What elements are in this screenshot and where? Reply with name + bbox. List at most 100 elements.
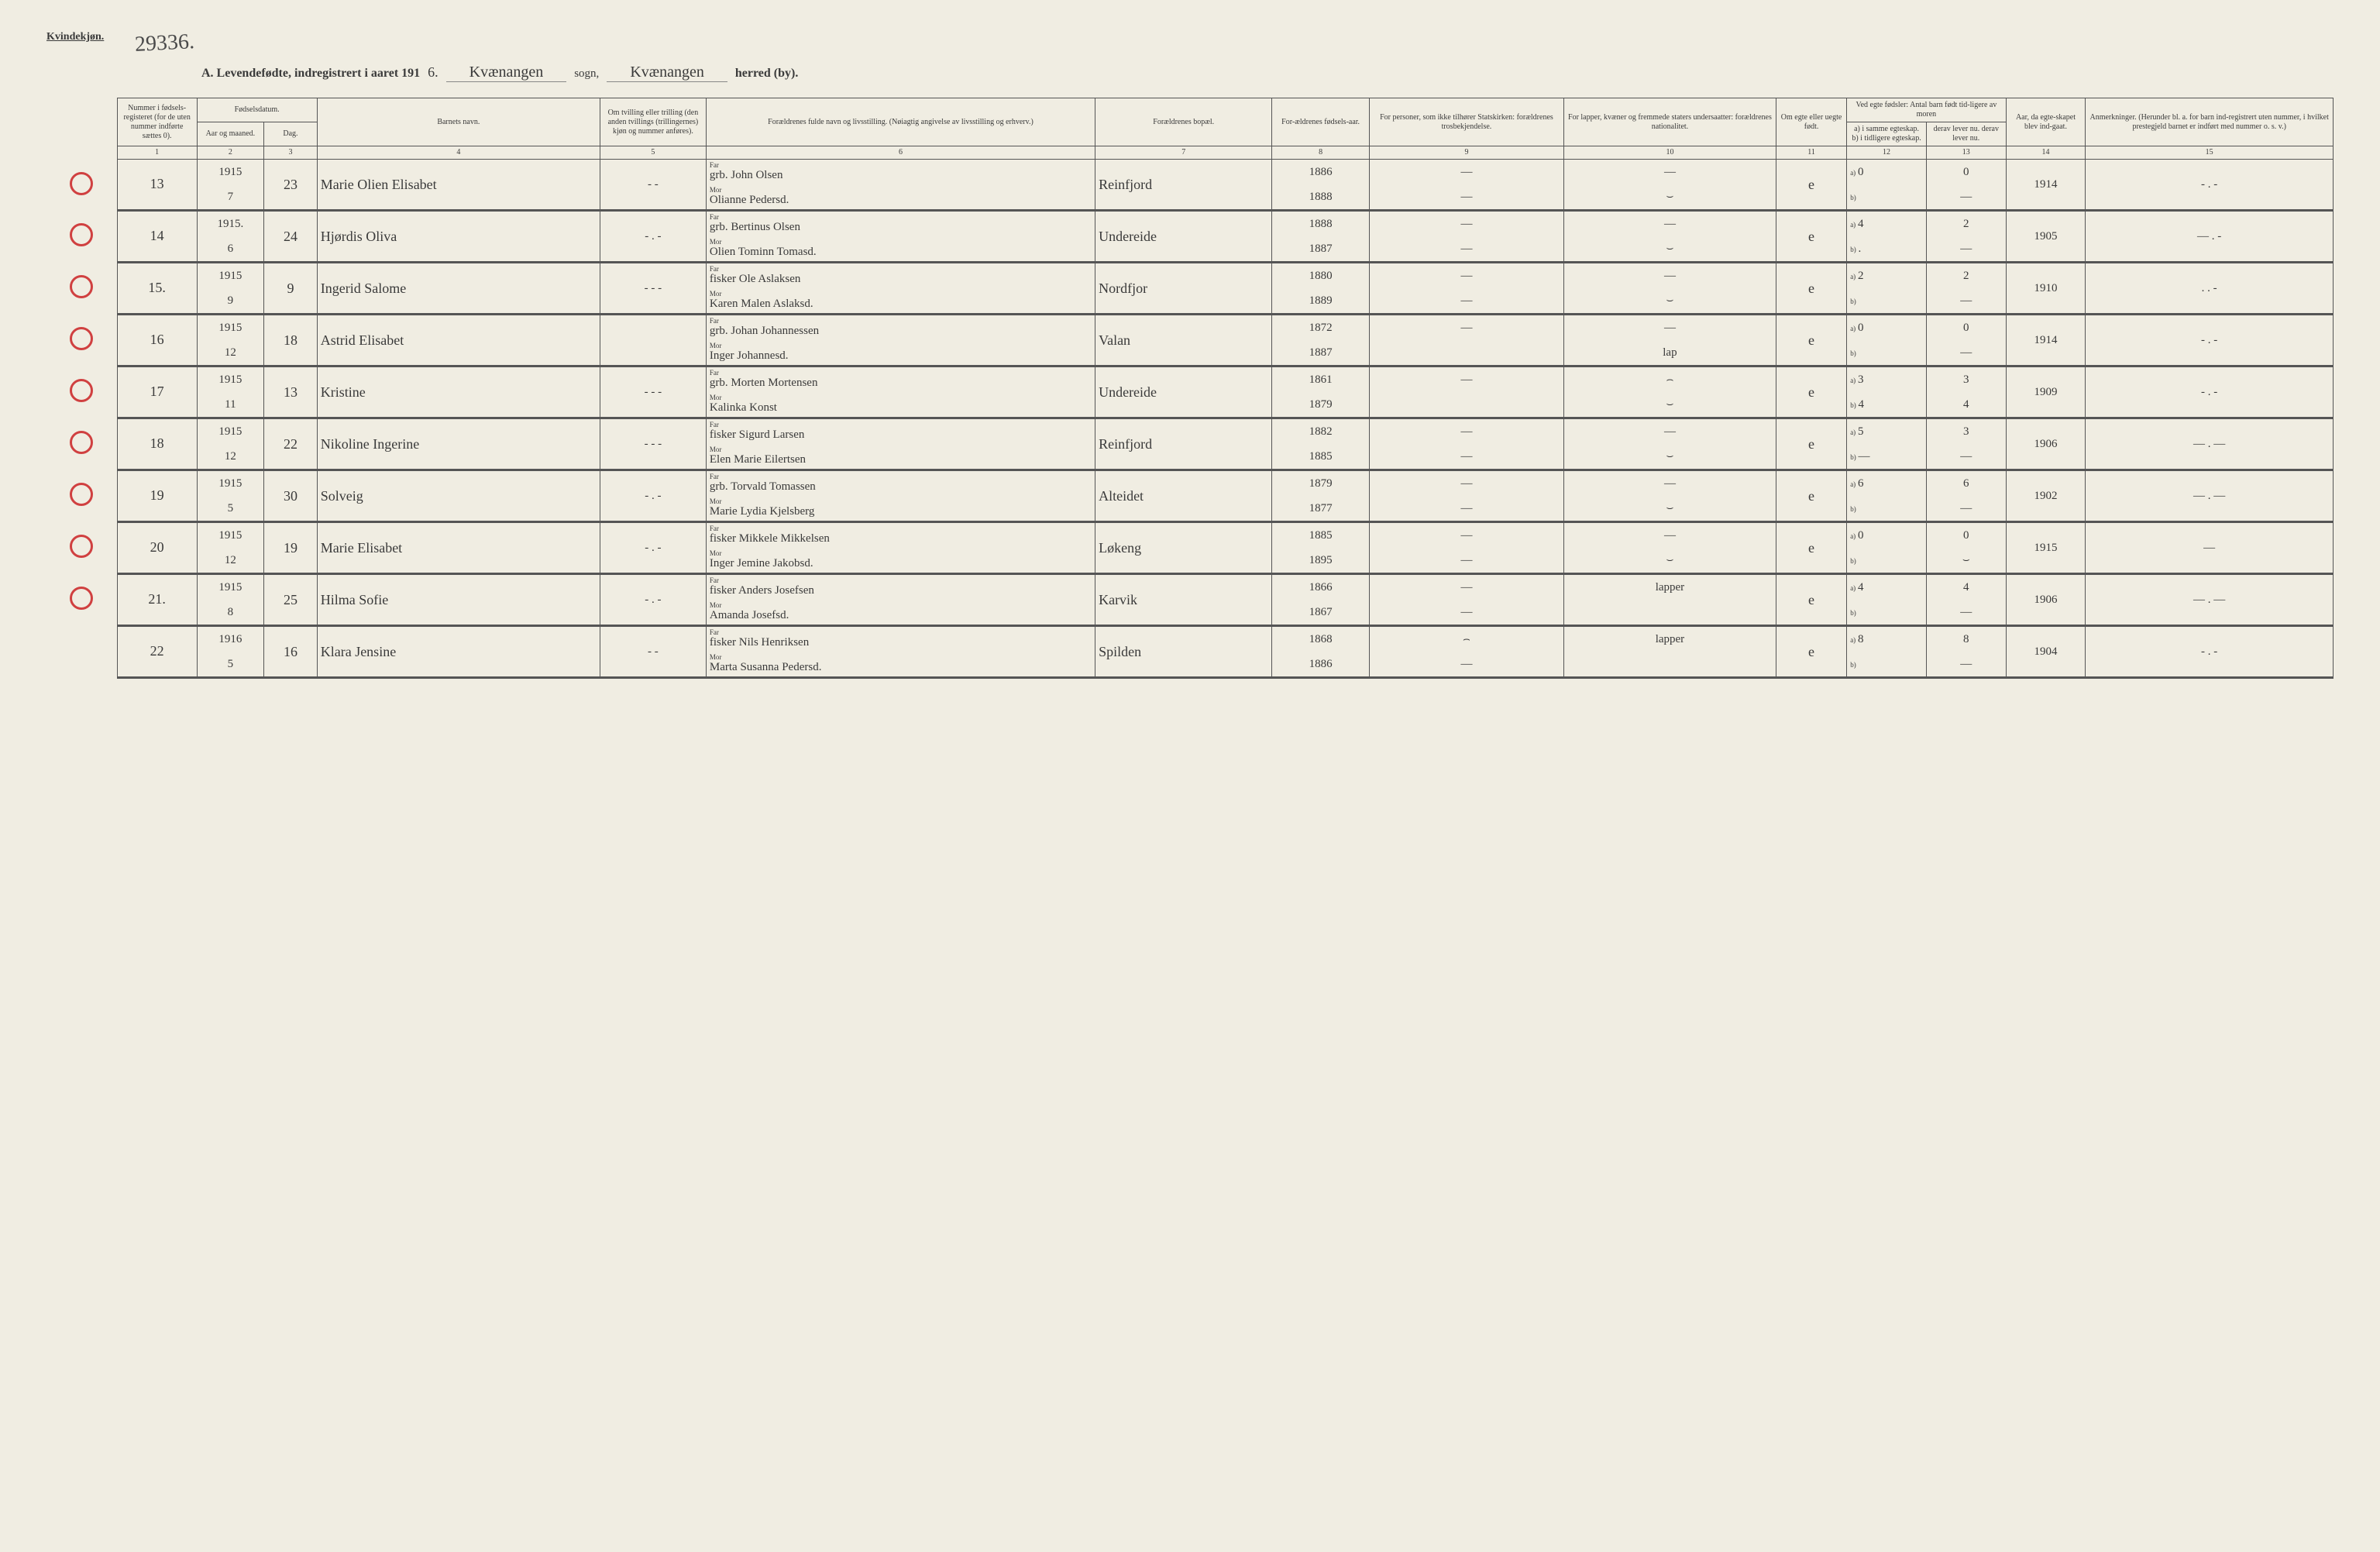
cell-c10m: lap	[1563, 340, 1776, 366]
cell-c14: 1914	[2006, 315, 2086, 366]
cell-egte: e	[1776, 263, 1846, 314]
cell-day: 30	[264, 470, 317, 521]
cell-c10m: ⌣	[1563, 184, 1776, 210]
far-label: Far	[710, 473, 1092, 480]
cell-bopael: Undereide	[1095, 366, 1272, 418]
colnum-14: 14	[2006, 146, 2086, 160]
cell-child-name: Marie Elisabet	[317, 522, 600, 573]
margin-circle-cell	[46, 211, 117, 262]
cell-b13: —	[1926, 236, 2006, 262]
cell-bopael: Reinfjord	[1095, 160, 1272, 210]
cell-num: 20	[117, 522, 197, 573]
cell-month: 5	[197, 652, 264, 677]
cell-num: 19	[117, 470, 197, 521]
cell-num: 14	[117, 211, 197, 262]
cell-c9m: —	[1369, 652, 1563, 677]
a-label: a)	[1850, 584, 1856, 592]
cell-b13: 4	[1926, 392, 2006, 418]
cell-father: Farfisker Nils Henriksen	[706, 626, 1095, 652]
cell-b13: —	[1926, 600, 2006, 625]
cell-a12: a) 4	[1847, 574, 1927, 600]
cell-c9m	[1369, 392, 1563, 418]
mor-label: Mor	[710, 239, 1092, 246]
cell-mor-aar: 1867	[1272, 600, 1370, 625]
top-left-block: Kvindekjøn. 29336.	[46, 31, 2334, 56]
b-label: b)	[1850, 246, 1856, 253]
red-circle-icon	[70, 431, 93, 454]
margin-circle-cell	[46, 263, 117, 314]
col-header-10: For lapper, kvæner og fremmede staters u…	[1563, 98, 1776, 146]
cell-c14: 1905	[2006, 211, 2086, 262]
cell-egte: e	[1776, 160, 1846, 210]
a-label: a)	[1850, 325, 1856, 332]
cell-c15: — . -	[2086, 211, 2334, 262]
cell-b13: —	[1926, 288, 2006, 314]
cell-c15: - . -	[2086, 626, 2334, 677]
cell-c9f: —	[1369, 315, 1563, 340]
cell-child-name: Astrid Elisabet	[317, 315, 600, 366]
red-circle-icon	[70, 172, 93, 195]
cell-far-aar: 1888	[1272, 211, 1370, 236]
cell-a13: 0	[1926, 315, 2006, 340]
b-label: b)	[1850, 557, 1856, 565]
far-label: Far	[710, 577, 1092, 584]
colnum-1: 1	[117, 146, 197, 160]
sogn-value: Kvænangen	[446, 64, 567, 82]
cell-mor-aar: 1887	[1272, 340, 1370, 366]
cell-c15: - . -	[2086, 366, 2334, 418]
cell-a13: 3	[1926, 366, 2006, 392]
cell-egte: e	[1776, 626, 1846, 677]
cell-b12: b)	[1847, 340, 1927, 366]
cell-day: 24	[264, 211, 317, 262]
cell-twin: - . -	[600, 522, 706, 573]
cell-mother: MorAmanda Josefsd.	[706, 600, 1095, 625]
cell-year: 1916	[197, 626, 264, 652]
table-row: 21. 1915 25 Hilma Sofie - . - Farfisker …	[46, 574, 2334, 600]
cell-a12: a) 0	[1847, 315, 1927, 340]
cell-c14: 1914	[2006, 160, 2086, 210]
cell-month: 5	[197, 496, 264, 521]
b-label: b)	[1850, 453, 1856, 461]
cell-year: 1915	[197, 418, 264, 444]
mor-label: Mor	[710, 654, 1092, 661]
cell-c10m: ⌣	[1563, 392, 1776, 418]
margin-circle-cell	[46, 470, 117, 521]
cell-day: 23	[264, 160, 317, 210]
cell-father: Farfisker Sigurd Larsen	[706, 418, 1095, 444]
cell-mor-aar: 1877	[1272, 496, 1370, 521]
cell-a12: a) 5	[1847, 418, 1927, 444]
cell-mother: MorOlianne Pedersd.	[706, 184, 1095, 210]
cell-a12: a) 4	[1847, 211, 1927, 236]
cell-far-aar: 1885	[1272, 522, 1370, 548]
cell-c10f: —	[1563, 315, 1776, 340]
herred-value: Kvænangen	[607, 64, 727, 82]
cell-c9m: —	[1369, 184, 1563, 210]
b-label: b)	[1850, 298, 1856, 305]
title-row: A. Levendefødte, indregistrert i aaret 1…	[46, 64, 2334, 82]
cell-bopael: Alteidet	[1095, 470, 1272, 521]
table-row: 18 1915 22 Nikoline Ingerine - - - Farfi…	[46, 418, 2334, 444]
cell-year: 1915	[197, 160, 264, 185]
cell-a13: 6	[1926, 470, 2006, 496]
far-label: Far	[710, 629, 1092, 636]
cell-c15: —	[2086, 522, 2334, 573]
cell-egte: e	[1776, 574, 1846, 625]
cell-month: 6	[197, 236, 264, 262]
cell-bopael: Karvik	[1095, 574, 1272, 625]
cell-child-name: Hjørdis Oliva	[317, 211, 600, 262]
cell-day: 9	[264, 263, 317, 314]
mor-label: Mor	[710, 291, 1092, 298]
cell-a13: 0	[1926, 160, 2006, 185]
cell-c10f: —	[1563, 160, 1776, 185]
cell-child-name: Marie Olien Elisabet	[317, 160, 600, 210]
cell-father: Farfisker Ole Aslaksen	[706, 263, 1095, 288]
col-header-7: Forældrenes bopæl.	[1095, 98, 1272, 146]
cell-c9m: —	[1369, 548, 1563, 573]
cell-child-name: Solveig	[317, 470, 600, 521]
cell-c15: - . -	[2086, 160, 2334, 210]
cell-num: 15.	[117, 263, 197, 314]
cell-day: 16	[264, 626, 317, 677]
row-separator	[46, 677, 2334, 679]
colnum-11: 11	[1776, 146, 1846, 160]
cell-a12: a) 2	[1847, 263, 1927, 288]
